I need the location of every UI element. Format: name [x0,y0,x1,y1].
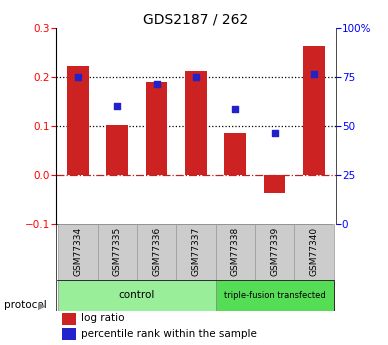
Text: GSM77340: GSM77340 [310,227,319,276]
Text: GSM77339: GSM77339 [270,227,279,276]
Bar [255,224,294,280]
Bar [185,71,207,175]
Point [193,74,199,79]
Bar [106,125,128,175]
Bar [62,328,76,340]
Bar [97,224,137,280]
Text: percentile rank within the sample: percentile rank within the sample [81,329,257,339]
Text: GSM77338: GSM77338 [231,227,240,276]
Bar [225,133,246,175]
Point [154,81,160,87]
Point [75,74,81,79]
Bar [62,313,76,325]
Point [311,71,317,77]
Title: GDS2187 / 262: GDS2187 / 262 [143,12,249,27]
Bar [303,46,325,175]
Bar [264,175,286,194]
Text: log ratio: log ratio [81,313,125,323]
Text: protocol: protocol [4,300,47,310]
Bar [216,280,334,311]
Bar [137,224,176,280]
Bar [58,224,97,280]
Bar [294,224,334,280]
Bar [176,224,216,280]
Text: GSM77337: GSM77337 [191,227,201,276]
Text: triple-fusion transfected: triple-fusion transfected [224,291,326,300]
Bar [146,81,167,175]
Text: GSM77335: GSM77335 [113,227,122,276]
Text: control: control [119,290,155,300]
Text: GSM77336: GSM77336 [152,227,161,276]
Bar [67,66,89,175]
Point [114,103,120,109]
Bar [58,280,216,311]
Bar [216,224,255,280]
Point [272,130,278,136]
Text: GSM77334: GSM77334 [73,227,82,276]
Text: ▶: ▶ [38,300,45,310]
Point [232,106,238,111]
